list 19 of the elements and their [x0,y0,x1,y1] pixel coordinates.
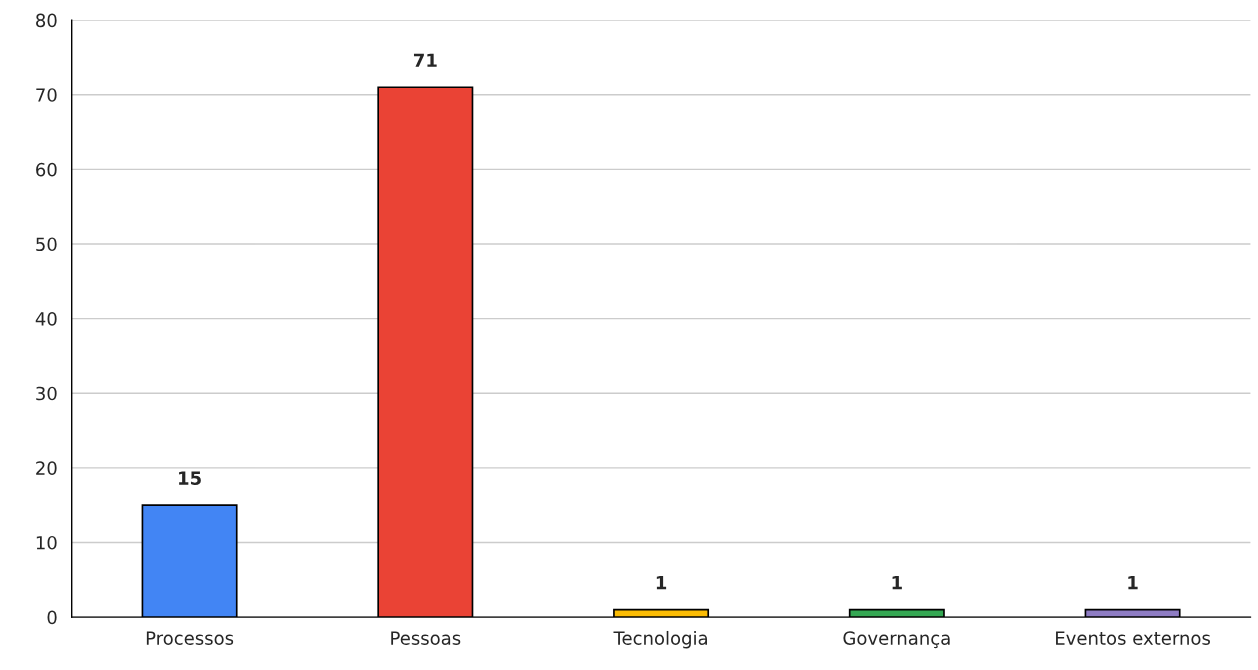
x-tick-label: Eventos externos [1056,631,1210,645]
y-tick-label: 40 [35,312,57,326]
y-tick-label: 60 [36,162,57,177]
data-label: 71 [413,53,437,67]
y-tick-label: 0 [47,610,57,625]
data-label: 15 [179,471,201,485]
data-label: 1 [1128,576,1138,590]
y-tick-label: 30 [36,386,57,401]
y-tick-label: 10 [36,535,57,550]
y-tick-label: 20 [36,461,57,475]
x-tick-label: Processos [146,631,234,645]
x-tick-label: Tecnologia [613,630,707,649]
x-tick-label: Governança [843,631,950,649]
y-tick-label: 70 [36,88,57,102]
data-label: 1 [892,576,902,590]
data-label: 1 [656,576,667,590]
y-tick-label: 80 [36,13,57,28]
y-tick-label: 50 [36,237,57,252]
x-tick-label: Pessoas [391,631,461,645]
